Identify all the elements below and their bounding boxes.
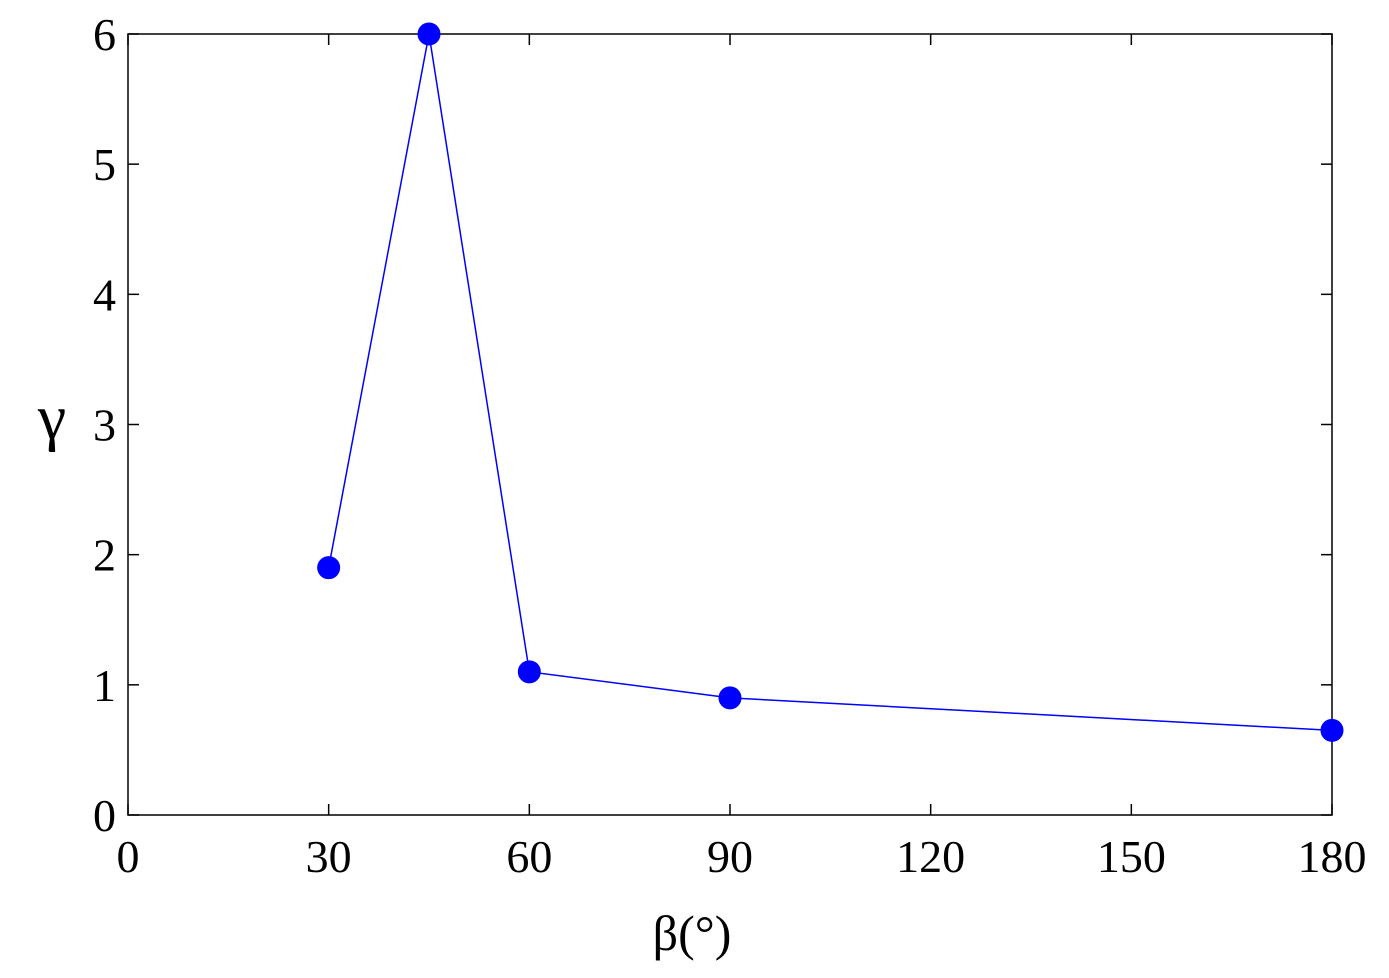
x-tick-labels: 0 30 60 90 120 150 180	[117, 831, 1367, 882]
data-point	[517, 660, 541, 684]
y-tick-label: 1	[93, 660, 116, 711]
x-tick-label: 60	[506, 831, 552, 882]
x-tick-label: 150	[1097, 831, 1166, 882]
x-axis-label: β(°)	[653, 905, 732, 961]
x-tick-label: 0	[117, 831, 140, 882]
plot-area	[127, 33, 1333, 816]
series-group	[317, 22, 1344, 742]
y-tick-label: 3	[93, 400, 116, 451]
axis-ticks	[127, 33, 1333, 816]
y-tick-label: 2	[93, 530, 116, 581]
x-tick-label: 180	[1298, 831, 1367, 882]
x-tick-label: 120	[896, 831, 965, 882]
y-tick-label: 6	[93, 9, 116, 60]
y-tick-label: 5	[93, 139, 116, 190]
y-tick-label: 4	[93, 269, 116, 320]
x-tick-label: 30	[306, 831, 352, 882]
y-axis-label: γ	[37, 382, 66, 453]
data-point	[317, 556, 341, 580]
x-tick-label: 90	[707, 831, 753, 882]
data-point	[718, 686, 742, 710]
data-point	[1320, 718, 1344, 742]
y-tick-label: 0	[93, 790, 116, 841]
data-point	[417, 22, 441, 46]
y-tick-labels: 0 1 2 3 4 5 6	[93, 9, 116, 841]
